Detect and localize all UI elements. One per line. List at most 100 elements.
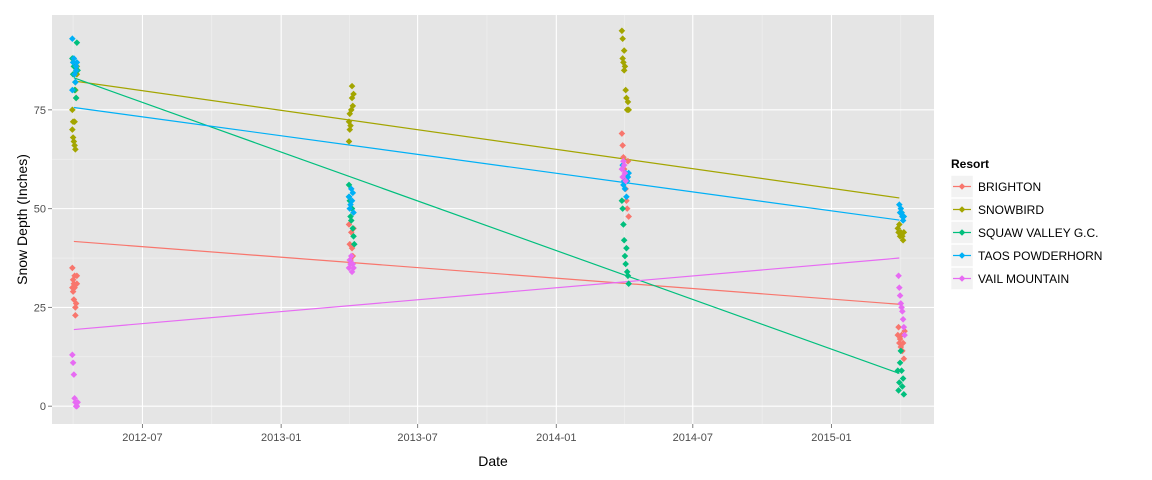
y-axis-title: Snow Depth (Inches) (14, 154, 30, 285)
data-point (625, 280, 632, 288)
data-point (72, 146, 79, 153)
data-point (899, 315, 907, 323)
data-point (621, 252, 629, 260)
trend-lines (73, 77, 900, 374)
data-point (623, 94, 630, 102)
data-point (620, 153, 627, 161)
legend-key-point (958, 275, 966, 282)
data-point (347, 185, 355, 193)
data-point (622, 86, 629, 94)
data-point (621, 63, 629, 70)
x-tick-label: 2015-01 (811, 432, 851, 444)
y-tick-label: 75 (34, 105, 46, 117)
data-point (69, 351, 76, 359)
data-point (621, 185, 629, 193)
data-point (346, 110, 354, 118)
data-point (347, 252, 355, 260)
data-point (345, 138, 353, 145)
data-point (899, 339, 907, 347)
x-tick-label: 2014-01 (536, 432, 576, 444)
x-tick-label: 2014-07 (673, 432, 713, 444)
data-point (348, 197, 356, 205)
data-point (350, 264, 357, 272)
data-point (69, 35, 76, 43)
data-point (72, 300, 80, 307)
data-point (898, 304, 905, 311)
data-point (621, 169, 629, 177)
data-point (69, 106, 76, 114)
y-tick-label: 25 (34, 302, 46, 314)
data-point (69, 126, 76, 133)
data-point (623, 193, 630, 201)
data-point (897, 300, 905, 307)
data-point (618, 130, 626, 137)
data-point (896, 221, 903, 228)
data-point (622, 177, 629, 185)
legend-key-point (958, 206, 966, 213)
x-axis-title: Date (478, 453, 508, 469)
data-point (350, 240, 358, 248)
data-point (900, 323, 908, 331)
data-point (349, 260, 357, 268)
data-point (71, 118, 78, 125)
data-point (896, 292, 904, 299)
data-point (347, 213, 354, 220)
data-point (70, 296, 78, 303)
data-point (347, 106, 355, 114)
data-point (348, 94, 356, 102)
data-point (69, 264, 76, 272)
data-point (346, 205, 354, 212)
legend-label: TAOS POWDERHORN (978, 249, 1102, 263)
data-point (624, 272, 632, 280)
x-axis: 2012-07 2013-01 2013-07 2014-01 2014-07 2015-… (122, 424, 852, 444)
data-point (70, 371, 78, 378)
data-point (624, 98, 632, 106)
data-point (349, 102, 357, 110)
legend-key-point (958, 252, 966, 259)
data-point (898, 209, 905, 216)
data-point (625, 106, 632, 114)
data-point (900, 229, 908, 236)
data-point (900, 391, 908, 398)
data-point (899, 236, 907, 244)
data-point (72, 78, 79, 86)
data-point (72, 94, 80, 102)
data-point (620, 236, 628, 244)
data-point (895, 387, 902, 394)
data-point (623, 244, 630, 252)
data-point (347, 122, 354, 129)
legend-title: Resort (951, 157, 989, 171)
data-point (73, 272, 81, 280)
data-point (896, 379, 903, 386)
data-point (625, 213, 632, 220)
data-point (348, 268, 356, 276)
data-point (619, 142, 626, 149)
data-point (901, 331, 908, 339)
data-point (72, 312, 79, 319)
data-point (900, 355, 908, 363)
data-point (74, 398, 81, 406)
data-point (70, 138, 78, 145)
data-point (623, 205, 631, 212)
data-point (350, 90, 357, 98)
legend-label: SQUAW VALLEY G.C. (978, 226, 1098, 240)
data-point (623, 197, 630, 205)
data-point (345, 193, 353, 201)
data-point (349, 189, 357, 197)
data-point (897, 205, 905, 212)
data-point (348, 82, 356, 90)
x-tick-label: 2013-01 (261, 432, 301, 444)
legend-label: BRIGHTON (978, 180, 1041, 194)
data-point (348, 244, 356, 252)
data-point (350, 209, 357, 216)
data-point (618, 27, 626, 35)
data-point (347, 201, 354, 208)
data-point (620, 221, 627, 228)
data-point (622, 260, 629, 268)
data-point (345, 181, 353, 189)
data-point (73, 39, 81, 46)
data-point (899, 217, 907, 224)
data-point (347, 229, 355, 236)
data-point (620, 47, 628, 54)
